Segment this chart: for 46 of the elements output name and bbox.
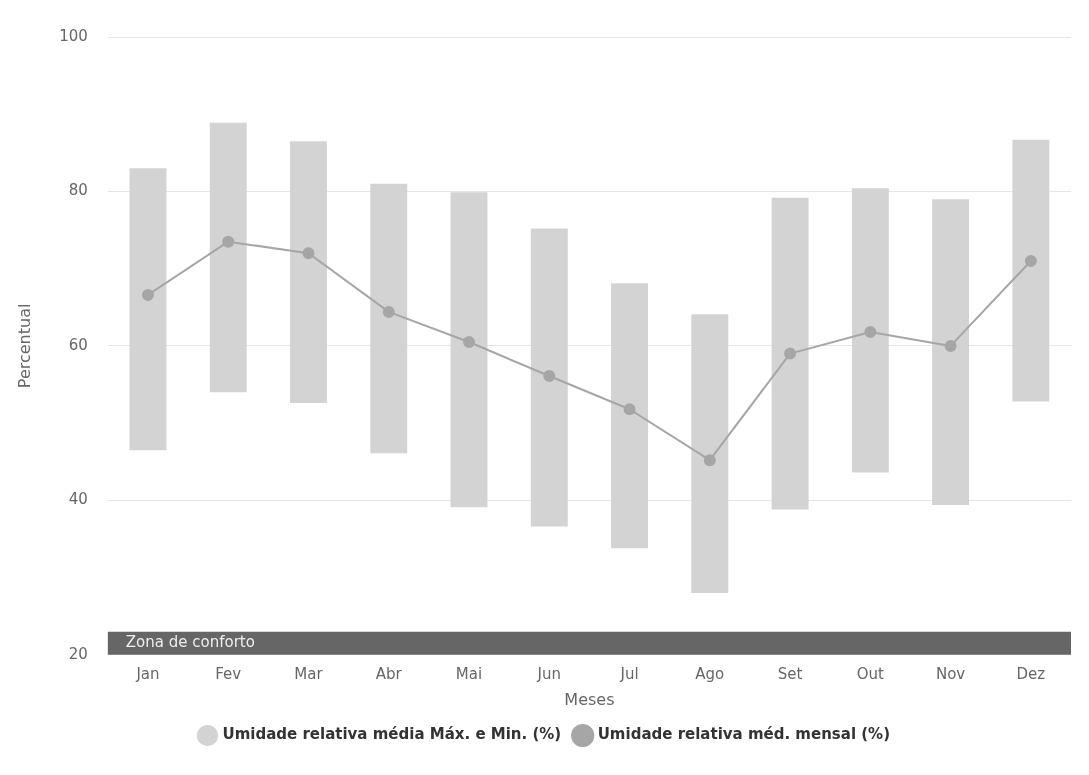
bar <box>1012 139 1050 402</box>
point <box>864 326 877 338</box>
bar <box>450 192 488 508</box>
bar <box>209 122 247 393</box>
bar <box>851 188 889 473</box>
x-tick-label: Jun <box>536 664 561 683</box>
x-tick-label: Mar <box>294 664 324 683</box>
x-tick-label: Mai <box>455 664 483 683</box>
band-label: Zona de conforto <box>125 633 255 652</box>
point <box>382 305 395 318</box>
point <box>463 336 476 349</box>
x-tick-label: Ago <box>695 664 725 683</box>
y-tick-label: 40 <box>68 490 88 509</box>
y-tick-label: 60 <box>68 335 88 354</box>
point <box>222 235 235 248</box>
point <box>302 247 315 260</box>
x-tick-label: Jan <box>135 664 160 683</box>
bar <box>932 199 970 505</box>
y-axis-title: Percentual <box>14 303 34 389</box>
x-tick-label: Dez <box>1016 664 1046 683</box>
bar <box>691 314 729 594</box>
x-axis-title: Meses <box>564 689 615 709</box>
point <box>784 347 797 360</box>
x-tick-label: Set <box>777 664 803 683</box>
y-tick-label: 100 <box>59 26 88 45</box>
x-tick-label: Jul <box>619 664 639 683</box>
x-tick-label: Fev <box>215 664 242 683</box>
bar <box>771 197 809 510</box>
point <box>543 370 556 383</box>
legend-label: Umidade relativa méd. mensal (%) <box>597 725 890 744</box>
y-tick-label: 20 <box>68 644 88 663</box>
point <box>141 288 154 301</box>
point <box>703 454 716 467</box>
x-tick-label: Abr <box>375 664 403 683</box>
bar <box>530 228 568 527</box>
bar <box>290 141 327 404</box>
legend-label: Umidade relativa média Máx. e Min. (%) <box>222 725 562 744</box>
x-tick-label: Out <box>856 664 885 683</box>
bar <box>370 183 408 454</box>
point <box>944 339 957 352</box>
point <box>1024 254 1037 267</box>
point <box>623 403 636 416</box>
x-tick-label: Nov <box>935 664 966 683</box>
bar <box>129 168 167 451</box>
bar <box>611 283 649 549</box>
y-tick-label: 80 <box>68 181 88 200</box>
